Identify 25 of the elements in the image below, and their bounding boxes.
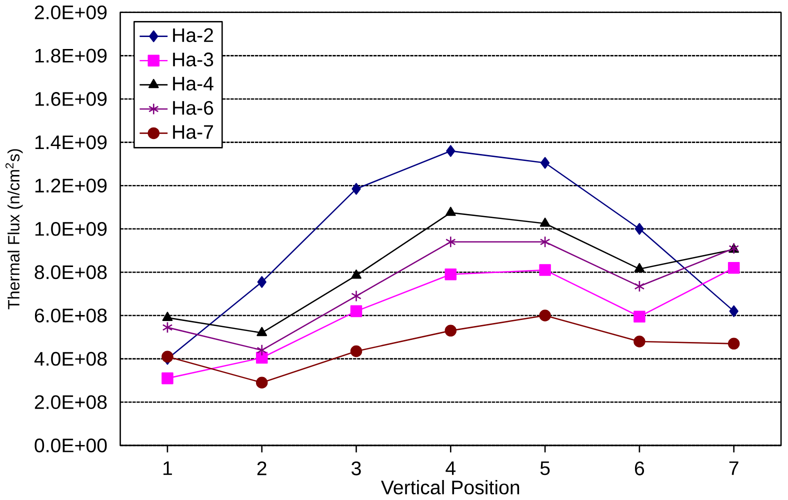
legend-label: Ha-4 xyxy=(173,76,214,91)
y-tick-label: 1.4E+09 xyxy=(35,135,107,150)
x-tick-label: 5 xyxy=(540,462,550,476)
x-tick-label: 1 xyxy=(163,462,172,476)
x-tick-label: 7 xyxy=(729,462,738,476)
y-axis-title: Thermal Flux (n/cm$^{2}$s) xyxy=(5,149,23,310)
y-tick-label: 4.0E+08 xyxy=(34,352,107,366)
y-tick-label: 1.6E+09 xyxy=(35,92,107,106)
legend-label: Ha-7 xyxy=(173,125,213,139)
legend-label: Ha-2 xyxy=(173,28,213,42)
y-tick-label: 1.0E+09 xyxy=(35,222,107,236)
y-tick-label: 1.8E+09 xyxy=(35,48,107,63)
x-tick-label: 2 xyxy=(257,462,266,476)
x-tick-label: 4 xyxy=(446,462,456,476)
y-tick-label: 8.0E+08 xyxy=(34,265,107,280)
x-axis-title: Vertical Position xyxy=(381,480,520,494)
y-tick-label: 6.0E+08 xyxy=(34,308,107,323)
y-tick-label: 0.0E+00 xyxy=(34,438,107,452)
y-tick-label: 2.0E+08 xyxy=(34,395,107,410)
legend-label: Ha-6 xyxy=(173,101,214,115)
x-tick-label: 6 xyxy=(634,462,644,476)
legend-label: Ha-3 xyxy=(173,52,214,66)
y-tick-label: 1.2E+09 xyxy=(35,178,107,193)
x-tick-label: 3 xyxy=(352,462,361,476)
y-tick-label: 2.0E+09 xyxy=(34,6,107,20)
